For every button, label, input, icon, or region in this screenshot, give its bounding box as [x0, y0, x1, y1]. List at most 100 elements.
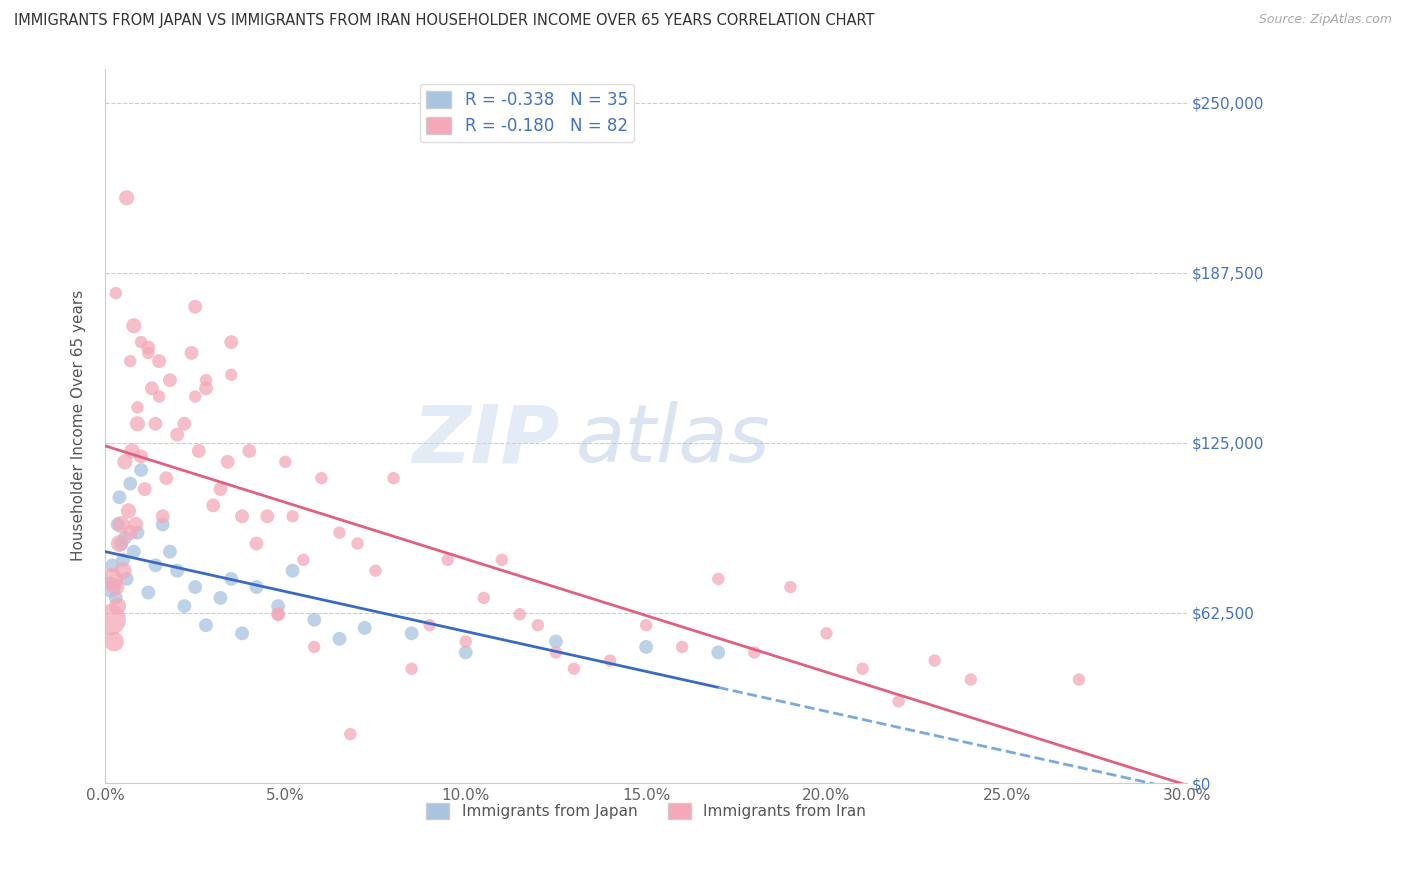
- Point: [129, 463, 152, 477]
- Point: [108, 536, 131, 550]
- Point: [129, 334, 152, 349]
- Point: [114, 531, 136, 545]
- Point: [209, 591, 232, 605]
- Point: [328, 632, 350, 646]
- Point: [104, 591, 127, 605]
- Point: [328, 525, 350, 540]
- Point: [115, 191, 138, 205]
- Point: [124, 517, 146, 532]
- Point: [166, 427, 188, 442]
- Point: [245, 580, 267, 594]
- Point: [122, 544, 145, 558]
- Point: [120, 525, 142, 540]
- Point: [134, 482, 156, 496]
- Point: [815, 626, 838, 640]
- Point: [100, 613, 122, 627]
- Point: [707, 645, 730, 659]
- Point: [401, 662, 423, 676]
- Point: [454, 634, 477, 648]
- Point: [152, 509, 174, 524]
- Point: [104, 286, 127, 301]
- Point: [219, 572, 242, 586]
- Point: [509, 607, 531, 622]
- Point: [267, 607, 290, 622]
- Point: [107, 599, 129, 613]
- Point: [184, 300, 207, 314]
- Point: [419, 618, 441, 632]
- Point: [145, 558, 167, 573]
- Point: [209, 482, 232, 496]
- Point: [101, 558, 124, 573]
- Point: [281, 509, 304, 524]
- Y-axis label: Householder Income Over 65 years: Householder Income Over 65 years: [72, 290, 86, 561]
- Point: [959, 673, 981, 687]
- Point: [231, 626, 253, 640]
- Point: [281, 564, 304, 578]
- Point: [267, 599, 290, 613]
- Point: [599, 654, 621, 668]
- Point: [302, 613, 325, 627]
- Point: [217, 455, 239, 469]
- Point: [231, 509, 253, 524]
- Point: [110, 517, 132, 532]
- Legend: Immigrants from Japan, Immigrants from Iran: Immigrants from Japan, Immigrants from I…: [420, 797, 872, 825]
- Point: [184, 390, 207, 404]
- Point: [108, 490, 131, 504]
- Point: [136, 341, 159, 355]
- Point: [353, 621, 375, 635]
- Point: [401, 626, 423, 640]
- Point: [114, 455, 136, 469]
- Point: [127, 525, 149, 540]
- Point: [202, 499, 225, 513]
- Point: [101, 572, 124, 586]
- Point: [311, 471, 333, 485]
- Point: [110, 536, 132, 550]
- Point: [159, 544, 181, 558]
- Point: [148, 390, 170, 404]
- Point: [173, 599, 195, 613]
- Point: [112, 553, 135, 567]
- Text: IMMIGRANTS FROM JAPAN VS IMMIGRANTS FROM IRAN HOUSEHOLDER INCOME OVER 65 YEARS C: IMMIGRANTS FROM JAPAN VS IMMIGRANTS FROM…: [14, 13, 875, 29]
- Point: [195, 373, 218, 387]
- Point: [851, 662, 873, 676]
- Point: [127, 417, 149, 431]
- Point: [152, 517, 174, 532]
- Point: [187, 444, 209, 458]
- Point: [173, 417, 195, 431]
- Point: [159, 373, 181, 387]
- Point: [274, 455, 297, 469]
- Point: [219, 368, 242, 382]
- Point: [122, 318, 145, 333]
- Point: [267, 607, 290, 622]
- Point: [112, 564, 135, 578]
- Point: [180, 346, 202, 360]
- Point: [121, 444, 143, 458]
- Point: [562, 662, 585, 676]
- Point: [636, 618, 658, 632]
- Point: [184, 580, 207, 594]
- Point: [472, 591, 495, 605]
- Point: [155, 471, 177, 485]
- Point: [924, 654, 946, 668]
- Point: [104, 580, 127, 594]
- Point: [238, 444, 260, 458]
- Point: [454, 645, 477, 659]
- Point: [141, 381, 163, 395]
- Text: Source: ZipAtlas.com: Source: ZipAtlas.com: [1258, 13, 1392, 27]
- Point: [364, 564, 387, 578]
- Point: [107, 517, 129, 532]
- Point: [544, 634, 567, 648]
- Point: [103, 634, 125, 648]
- Point: [195, 381, 218, 395]
- Text: atlas: atlas: [576, 401, 770, 479]
- Point: [129, 450, 152, 464]
- Point: [744, 645, 766, 659]
- Point: [887, 694, 910, 708]
- Point: [166, 564, 188, 578]
- Point: [544, 645, 567, 659]
- Text: ZIP: ZIP: [412, 401, 560, 479]
- Point: [707, 572, 730, 586]
- Point: [127, 401, 149, 415]
- Point: [636, 640, 658, 654]
- Point: [779, 580, 801, 594]
